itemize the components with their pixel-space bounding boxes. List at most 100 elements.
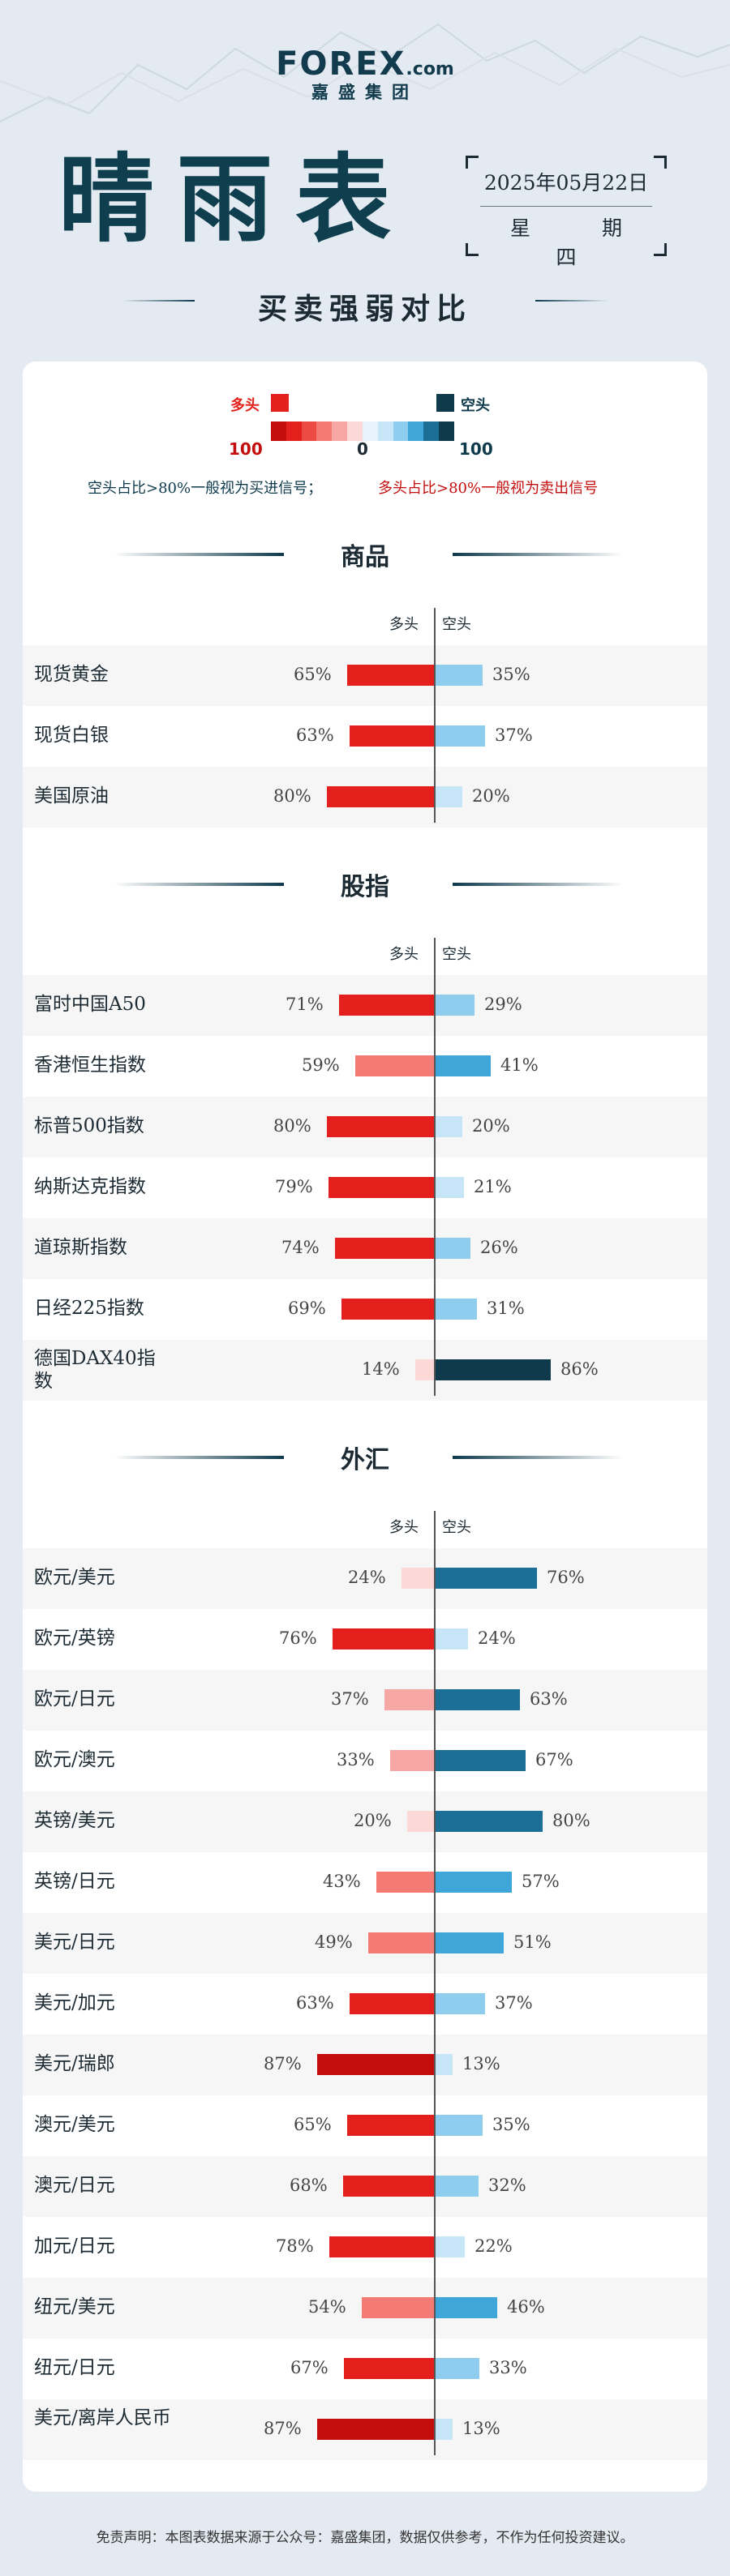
legend-mid-number: 0 <box>357 439 368 459</box>
long-percent: 68% <box>290 2176 328 2195</box>
long-percent: 87% <box>264 2419 302 2438</box>
long-percent: 59% <box>302 1055 340 1075</box>
short-percent: 63% <box>530 1689 568 1709</box>
short-bar <box>436 2419 453 2440</box>
long-bar <box>362 2297 434 2318</box>
long-percent: 37% <box>331 1689 369 1709</box>
short-bar <box>436 1932 504 1953</box>
long-percent: 49% <box>315 1932 353 1952</box>
instrument-name: 现货白银 <box>34 725 109 746</box>
subtitle-rule-left <box>122 300 195 302</box>
instrument-name: 纳斯达克指数 <box>34 1176 146 1197</box>
instrument-name: 英镑/日元 <box>34 1871 115 1892</box>
short-bar <box>436 2358 479 2379</box>
long-bar <box>350 725 434 747</box>
short-bar <box>436 2054 453 2075</box>
background-chart-decoration <box>0 23 730 122</box>
short-bar <box>436 2176 479 2197</box>
section-title: 外汇 <box>341 1446 389 1474</box>
instrument-name: 美元/加元 <box>34 1992 115 2013</box>
content-card <box>23 362 707 2492</box>
long-bar <box>344 2358 434 2379</box>
instrument-name: 英镑/美元 <box>34 1810 115 1831</box>
long-bar <box>407 1811 434 1832</box>
instrument-name: 现货黄金 <box>34 664 109 685</box>
note-short-signal: 空头占比>80%一般视为买进信号； <box>88 480 323 497</box>
short-percent: 35% <box>492 2115 530 2134</box>
section-rule-left <box>114 1456 284 1459</box>
long-percent: 20% <box>354 1811 392 1830</box>
short-bar <box>436 2297 497 2318</box>
instrument-name: 澳元/美元 <box>34 2114 115 2135</box>
table-row <box>23 1548 707 1609</box>
long-bar <box>355 1055 434 1076</box>
long-percent: 67% <box>290 2358 328 2377</box>
brand-logo: FOREX.com 嘉盛集团 <box>0 45 730 104</box>
long-bar <box>327 1116 434 1137</box>
table-row <box>23 1670 707 1731</box>
short-bar <box>436 1872 512 1893</box>
legend-color-scale <box>271 421 454 441</box>
short-percent: 67% <box>535 1750 573 1769</box>
short-bar <box>436 1238 470 1259</box>
table-row <box>23 1913 707 1974</box>
long-bar <box>329 2236 434 2257</box>
short-bar <box>436 1811 543 1832</box>
instrument-name: 美元/日元 <box>34 1932 115 1953</box>
long-percent: 79% <box>275 1177 313 1196</box>
short-percent: 13% <box>462 2419 500 2438</box>
long-bar <box>368 1932 434 1953</box>
short-percent: 20% <box>472 786 510 806</box>
long-bar <box>328 1177 434 1198</box>
long-bar <box>317 2419 434 2440</box>
center-axis <box>434 1511 436 2455</box>
instrument-name: 欧元/英镑 <box>34 1628 115 1649</box>
short-bar <box>436 1628 468 1650</box>
column-header-long: 多头 <box>389 1519 419 1536</box>
date-divider <box>480 206 652 207</box>
section-title: 股指 <box>341 873 389 901</box>
long-percent: 14% <box>362 1359 400 1379</box>
short-bar <box>436 1359 551 1380</box>
date-box: 2025年05月22日 星 期 四 <box>466 156 667 269</box>
section-rule-right <box>453 883 623 886</box>
short-bar <box>436 1689 520 1710</box>
short-percent: 26% <box>480 1238 518 1257</box>
short-bar <box>436 1177 464 1198</box>
instrument-name: 纽元/美元 <box>34 2296 115 2317</box>
table-row <box>23 1791 707 1852</box>
legend-short-label: 空头 <box>461 397 490 414</box>
legend-long-swatch <box>271 394 289 412</box>
long-bar <box>343 2176 434 2197</box>
section-rule-right <box>453 1456 623 1459</box>
column-header-short: 空头 <box>442 616 471 633</box>
report-weekday: 星 期 四 <box>510 216 655 269</box>
short-percent: 37% <box>495 725 533 745</box>
instrument-name: 纽元/日元 <box>34 2357 115 2378</box>
instrument-name: 美元/离岸人民币 <box>34 2407 171 2428</box>
short-percent: 21% <box>474 1177 512 1196</box>
column-header-long: 多头 <box>389 616 419 633</box>
short-percent: 51% <box>513 1932 552 1952</box>
long-percent: 65% <box>294 2115 332 2134</box>
logo-suffix: .com <box>406 59 454 79</box>
instrument-name: 美国原油 <box>34 785 109 807</box>
long-bar <box>327 786 434 807</box>
report-date: 2025年05月22日 <box>483 171 649 195</box>
long-percent: 65% <box>294 665 332 684</box>
long-bar <box>341 1299 434 1320</box>
short-bar <box>436 1116 462 1137</box>
long-percent: 63% <box>296 1993 334 2013</box>
short-percent: 32% <box>488 2176 526 2195</box>
long-percent: 71% <box>286 995 324 1014</box>
long-bar <box>347 665 434 686</box>
legend-long-label: 多头 <box>230 397 260 414</box>
short-percent: 22% <box>474 2236 513 2256</box>
short-percent: 33% <box>489 2358 527 2377</box>
short-bar <box>436 1299 477 1320</box>
short-bar <box>436 995 474 1016</box>
short-percent: 13% <box>462 2054 500 2073</box>
long-bar <box>335 1238 434 1259</box>
section-title: 商品 <box>341 543 389 571</box>
short-bar <box>436 1055 491 1076</box>
